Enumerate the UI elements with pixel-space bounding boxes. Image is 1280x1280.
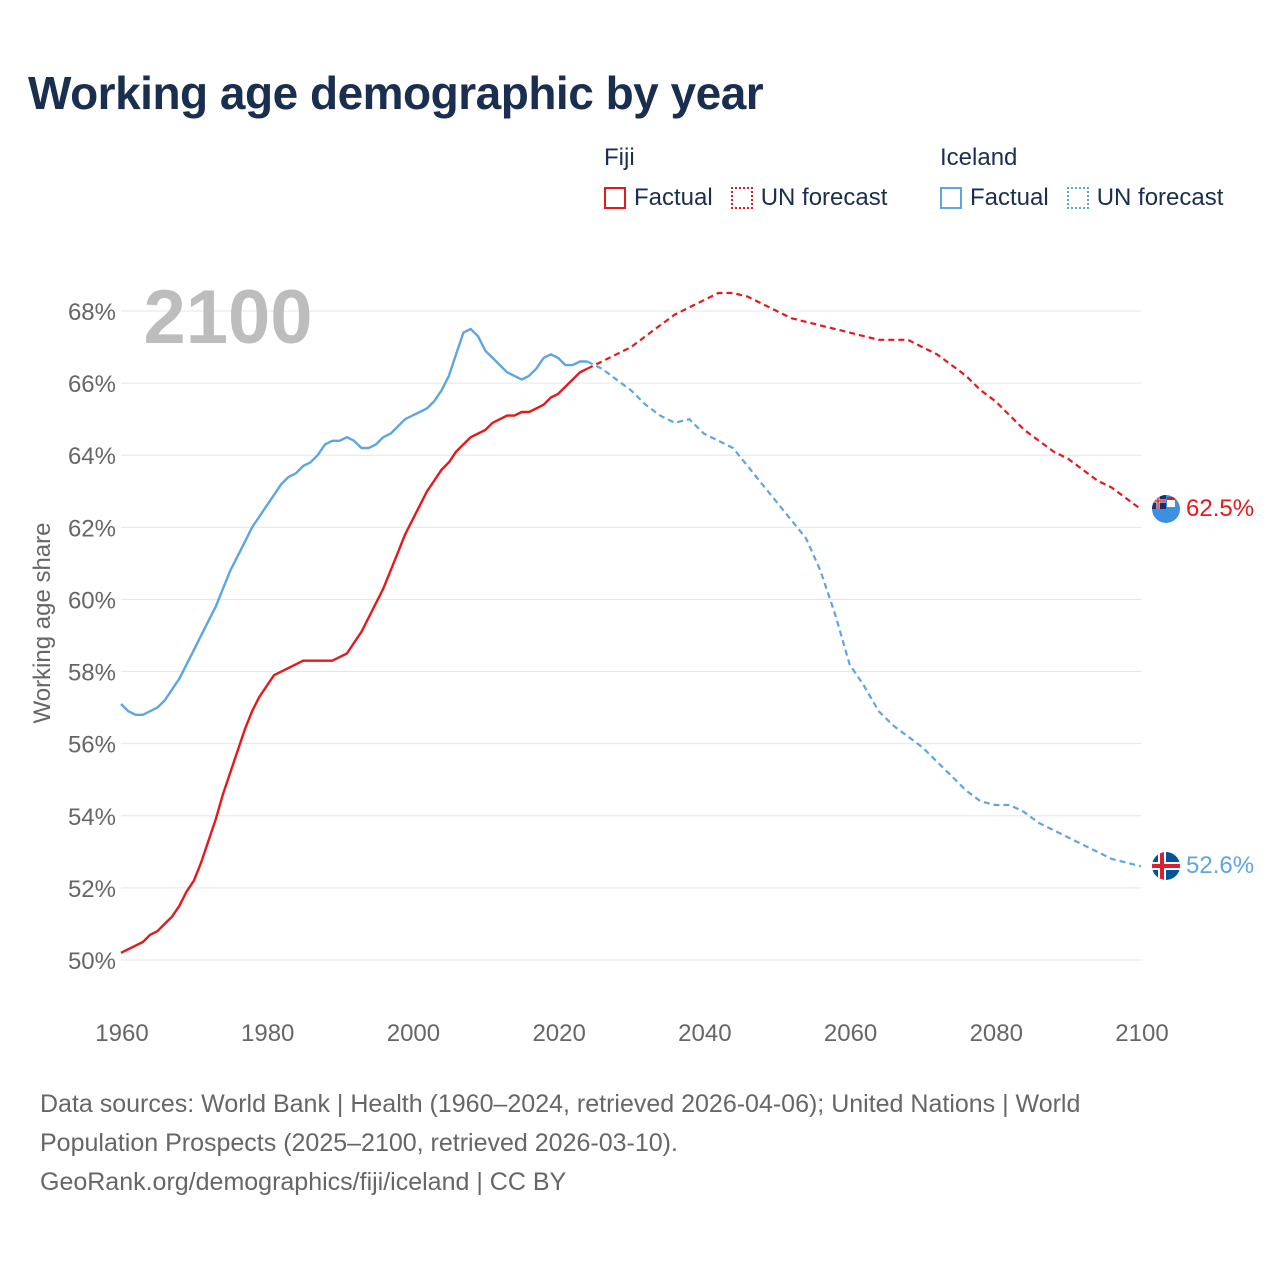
- legend-label: Factual: [970, 184, 1049, 211]
- y-tick-label: 52%: [68, 876, 116, 903]
- fiji-forecast-line: [586, 291, 1142, 511]
- series-lines: [120, 291, 1142, 954]
- x-tick-label: 2100: [1115, 1020, 1168, 1047]
- x-tick-label: 2000: [387, 1020, 440, 1047]
- legend-label: Factual: [634, 184, 713, 211]
- x-tick-label: 2040: [678, 1020, 731, 1047]
- legend-swatch-dotted: [730, 187, 753, 209]
- x-tick-label: 1980: [241, 1020, 294, 1047]
- y-axis-label: Working age share: [29, 523, 56, 724]
- legend-item-fiji-factual[interactable]: Factual: [604, 184, 713, 212]
- legend-swatch-solid: [604, 187, 626, 209]
- chart-title: Working age demographic by year: [28, 67, 764, 119]
- legend-swatch-solid: [940, 187, 962, 209]
- legend-item-iceland-forecast[interactable]: UN forecast: [1066, 184, 1224, 212]
- legend-label: UN forecast: [1096, 184, 1224, 211]
- legend-label: UN forecast: [760, 184, 888, 211]
- footer-line: Data sources: World Bank | Health (1960–…: [40, 1090, 1081, 1118]
- legend-group-name: Iceland: [940, 144, 1018, 171]
- fiji-end-value-label: 62.5%: [1186, 495, 1254, 522]
- legend-item-fiji-forecast[interactable]: UN forecast: [730, 184, 888, 212]
- y-tick-label: 68%: [68, 299, 116, 326]
- footer-link[interactable]: GeoRank.org/demographics/fiji/iceland | …: [40, 1168, 567, 1196]
- iceland-flag-icon[interactable]: [1150, 850, 1182, 882]
- x-tick-label: 2060: [824, 1020, 877, 1047]
- y-tick-label: 60%: [68, 587, 116, 614]
- iceland-factual-line: [120, 327, 588, 716]
- legend-swatch-dotted: [1066, 187, 1089, 209]
- year-watermark: 2100: [143, 275, 312, 360]
- y-tick-label: 66%: [68, 371, 116, 398]
- legend-group-name: Fiji: [604, 144, 635, 171]
- y-tick-label: 56%: [68, 732, 116, 759]
- iceland-end-value-label: 52.6%: [1186, 852, 1254, 879]
- x-tick-label: 2020: [532, 1020, 585, 1047]
- y-tick-label: 62%: [68, 515, 116, 542]
- iceland-forecast-line: [586, 360, 1142, 868]
- footer-line: Population Prospects (2025–2100, retriev…: [40, 1129, 678, 1157]
- y-tick-label: 50%: [68, 948, 116, 975]
- y-tick-label: 64%: [68, 443, 116, 470]
- footer-sources: Data sources: World Bank | Health (1960–…: [40, 1085, 1220, 1202]
- fiji-flag-icon[interactable]: [1150, 493, 1182, 525]
- x-axis-ticks: 1960 1980 2000 2020 2040 2060 2080 2100: [95, 1020, 1168, 1047]
- x-tick-label: 1960: [95, 1020, 148, 1047]
- x-tick-label: 2080: [970, 1020, 1023, 1047]
- legend-group-iceland: Iceland Factual UN forecast: [940, 144, 1223, 212]
- legend-item-iceland-factual[interactable]: Factual: [940, 184, 1049, 212]
- y-axis-ticks: 50% 52% 54% 56% 58% 60% 62% 64% 66% 68%: [68, 299, 116, 975]
- gridlines: [121, 310, 1141, 961]
- y-tick-label: 58%: [68, 660, 116, 687]
- legend-group-fiji: Fiji Factual UN forecast: [604, 144, 905, 212]
- y-tick-label: 54%: [68, 804, 116, 831]
- fiji-factual-line: [120, 367, 588, 954]
- end-markers: [1150, 493, 1182, 882]
